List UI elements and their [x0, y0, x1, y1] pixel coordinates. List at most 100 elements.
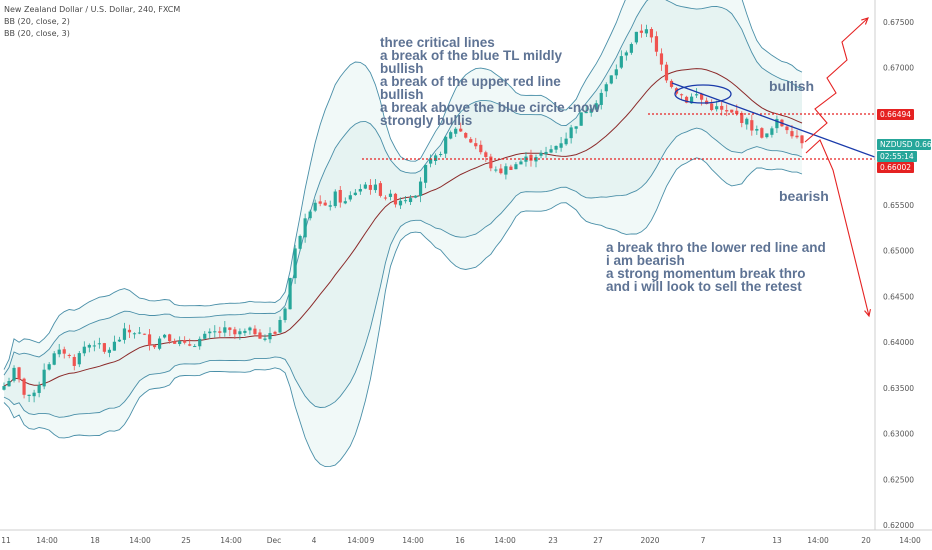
annotation-bottom-note: a break thro the lower red line and i am…: [606, 240, 826, 294]
candle-body: [268, 333, 272, 340]
candle-body: [609, 75, 613, 84]
candle-body: [735, 110, 739, 115]
candle-body: [183, 340, 187, 343]
candle-body: [328, 205, 332, 207]
candle-body: [684, 96, 689, 103]
candle-body: [514, 164, 518, 170]
y-tick-label: 0.65000: [883, 247, 914, 256]
candle-body: [52, 353, 56, 365]
candle-body: [258, 332, 262, 339]
x-tick-label: 25: [181, 536, 191, 545]
candle-body: [27, 394, 31, 396]
y-tick-label: 0.65500: [883, 201, 914, 210]
candle-body: [82, 346, 86, 354]
candle-body: [614, 69, 618, 76]
candle-body: [147, 334, 152, 346]
annotation-bullish: bullish: [769, 78, 815, 94]
candle-body: [193, 346, 197, 348]
bar-countdown-tag: 02:55:14: [877, 151, 917, 162]
candle-body: [223, 327, 227, 333]
candle-body: [413, 195, 418, 198]
candle-body: [499, 168, 503, 174]
candle-body: [97, 343, 101, 345]
candle-body: [795, 135, 799, 138]
candle-body: [208, 331, 212, 334]
x-tick-label: 4: [312, 536, 317, 545]
bearish-arrow-head: [864, 309, 871, 318]
current-price: 0.66169: [914, 140, 932, 149]
candle-body: [629, 44, 633, 53]
candle-body: [423, 164, 428, 183]
candle-body: [152, 345, 157, 348]
candle-body: [2, 386, 6, 390]
candle-body: [343, 201, 347, 204]
candle-body: [72, 356, 76, 366]
candle-body: [218, 331, 222, 333]
candle-body: [293, 248, 297, 279]
candle-body: [504, 166, 508, 175]
candle-body: [203, 333, 207, 339]
bb2-lower: [3, 127, 803, 418]
x-tick-label: 20: [861, 536, 871, 545]
candle-body: [604, 84, 608, 92]
candle-body: [710, 103, 714, 111]
candle-body: [157, 338, 162, 349]
candle-body: [373, 184, 377, 191]
candle-body: [32, 392, 36, 397]
candle-body: [494, 169, 498, 171]
candle-body: [454, 128, 458, 134]
candle-body: [725, 110, 729, 112]
candle-body: [408, 198, 413, 203]
bb2-upper: [3, 0, 803, 376]
chart-title: New Zealand Dollar / U.S. Dollar, 240, F…: [4, 5, 181, 14]
candle-body: [700, 93, 704, 100]
x-tick-label: 14:00: [129, 536, 151, 545]
candle-body: [77, 353, 81, 365]
candle-body: [654, 36, 659, 52]
candle-body: [308, 211, 312, 219]
candle-body: [760, 128, 764, 138]
candle-body: [87, 344, 91, 348]
candle-body: [42, 369, 46, 387]
candle-body: [122, 328, 127, 340]
candle-body: [353, 192, 357, 196]
bb-indicator-1[interactable]: BB (20, close, 2): [4, 17, 70, 26]
candle-body: [474, 143, 478, 147]
candle-body: [750, 120, 754, 131]
candle-body: [519, 161, 523, 165]
candle-body: [388, 193, 393, 197]
candle-body: [624, 52, 628, 56]
candle-body: [464, 132, 468, 138]
candle-body: [524, 156, 528, 162]
candle-body: [168, 334, 172, 342]
x-tick-label: 7: [701, 536, 706, 545]
candle-body: [198, 338, 202, 347]
candle-body: [659, 53, 664, 65]
candle-body: [62, 349, 66, 354]
x-tick-label: 14:00: [36, 536, 58, 545]
candle-body: [283, 308, 287, 321]
annotation-bearish: bearish: [779, 188, 829, 204]
candle-body: [800, 135, 804, 144]
candle-body: [770, 128, 774, 135]
y-tick-label: 0.67000: [883, 64, 914, 73]
annotation-top-note: three critical lines a break of the blue…: [380, 35, 600, 128]
bb-indicator-2[interactable]: BB (20, close, 3): [4, 29, 70, 38]
candle-body: [740, 112, 744, 123]
candle-body: [574, 126, 578, 129]
x-tick-label: Dec: [267, 536, 282, 545]
candle-body: [529, 154, 533, 161]
candle-body: [569, 127, 573, 139]
candle-body: [358, 188, 362, 192]
y-tick-label: 0.64500: [883, 292, 914, 301]
price-scale: [875, 0, 932, 550]
candle-body: [333, 191, 337, 207]
bearish-arrow: [805, 139, 870, 317]
candle-body: [579, 112, 583, 126]
candle-body: [584, 111, 588, 114]
candle-body: [599, 92, 603, 105]
x-tick-label: 14:00: [899, 536, 921, 545]
bb3-upper: [3, 0, 803, 370]
candle-body: [715, 106, 719, 110]
